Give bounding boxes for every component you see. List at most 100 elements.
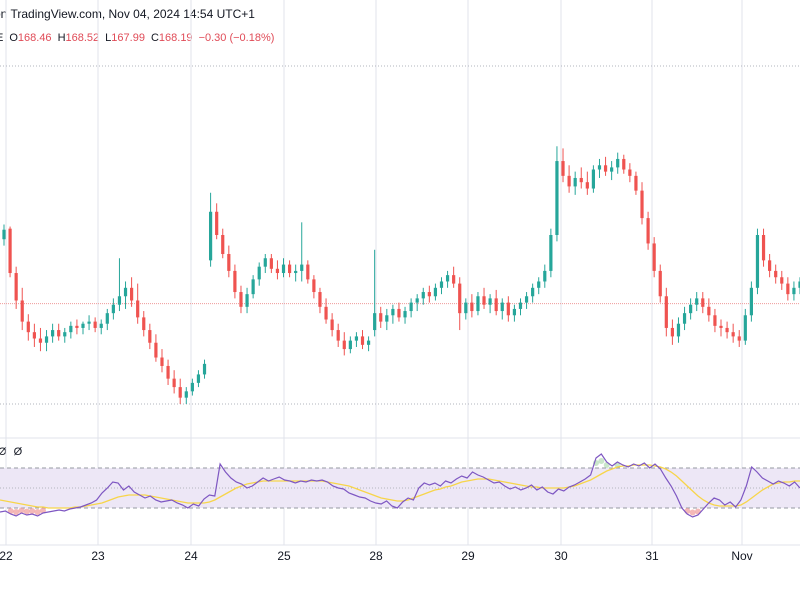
candle-body bbox=[506, 302, 510, 316]
candle-body bbox=[670, 327, 674, 337]
candle-body bbox=[731, 332, 735, 337]
candle-body bbox=[312, 279, 316, 293]
candle-body bbox=[202, 363, 207, 375]
candle-body bbox=[154, 342, 158, 358]
rsi-overbought-fill bbox=[598, 458, 605, 464]
candle-body bbox=[488, 298, 492, 305]
rsi-oversold-fill bbox=[23, 508, 30, 515]
candle-body bbox=[774, 270, 778, 278]
candle-body bbox=[646, 218, 650, 244]
candle-body bbox=[470, 302, 474, 312]
candle-body bbox=[482, 296, 486, 305]
rsi-oversold-fill bbox=[689, 509, 696, 516]
candle-body bbox=[433, 287, 438, 297]
ohlc-value: 168.46 bbox=[17, 32, 52, 44]
ohlc-label: O bbox=[9, 32, 18, 44]
candle-body bbox=[160, 357, 164, 366]
candle-body bbox=[348, 340, 352, 350]
rsi-line bbox=[0, 453, 800, 518]
candle-body bbox=[130, 287, 134, 301]
candle-body bbox=[537, 281, 541, 288]
candle-body bbox=[75, 325, 79, 328]
candle-body bbox=[634, 175, 638, 191]
ohlc-legend: EO168.46 H168.52 L167.99 C168.19 −0.30 (−0.1… bbox=[0, 32, 280, 44]
candle-body bbox=[342, 340, 346, 350]
candle-body bbox=[227, 254, 231, 271]
candle-body bbox=[111, 304, 115, 314]
candle-body bbox=[409, 302, 413, 312]
candle-body bbox=[743, 315, 747, 341]
candle-body bbox=[294, 270, 298, 274]
candle-body bbox=[695, 298, 699, 305]
candle-body bbox=[208, 211, 213, 261]
candle-body bbox=[379, 313, 383, 322]
candle-body bbox=[427, 292, 431, 297]
candle-body bbox=[69, 325, 73, 333]
candle-body bbox=[263, 258, 267, 267]
candle-body bbox=[524, 296, 529, 303]
candle-body bbox=[32, 332, 36, 339]
ohlc-value: 168.19 bbox=[158, 32, 193, 44]
candle-body bbox=[99, 323, 103, 328]
candle-body bbox=[445, 275, 450, 282]
candle-body bbox=[755, 235, 760, 288]
candle-body bbox=[306, 264, 310, 280]
x-tick-label: 31 bbox=[645, 549, 659, 563]
candle-body bbox=[597, 165, 602, 170]
x-tick-label: 23 bbox=[91, 549, 105, 563]
candle-body bbox=[719, 325, 723, 328]
candle-body bbox=[38, 338, 43, 343]
candle-body bbox=[549, 235, 553, 271]
candle-body bbox=[148, 330, 152, 343]
candle-body bbox=[439, 281, 444, 288]
candle-body bbox=[512, 308, 517, 316]
candle-body bbox=[531, 287, 535, 297]
candle-body bbox=[737, 336, 741, 341]
candle-body bbox=[403, 311, 407, 318]
x-tick-label: Nov bbox=[731, 549, 752, 563]
x-tick-label: 28 bbox=[369, 549, 383, 563]
candle-body bbox=[117, 296, 122, 305]
candle-body bbox=[518, 302, 523, 309]
candle-body bbox=[749, 287, 753, 316]
candle-body bbox=[190, 382, 194, 392]
candle-body bbox=[87, 321, 91, 324]
candle-body bbox=[20, 300, 24, 322]
candle-body bbox=[178, 387, 182, 398]
candle-body bbox=[761, 235, 766, 261]
candle-body bbox=[561, 161, 565, 176]
candle-body bbox=[142, 317, 146, 331]
x-tick-label: 29 bbox=[461, 549, 475, 563]
candle-body bbox=[360, 336, 365, 345]
ohlc-value: 168.52 bbox=[65, 32, 100, 44]
candle-body bbox=[336, 330, 340, 341]
candle-body bbox=[640, 190, 644, 219]
candle-body bbox=[628, 169, 632, 176]
candle-body bbox=[287, 264, 292, 274]
candle-body bbox=[166, 365, 170, 379]
candle-body bbox=[622, 158, 626, 170]
candle-body bbox=[330, 319, 334, 331]
candle-body bbox=[63, 332, 67, 337]
candle-body bbox=[44, 336, 49, 343]
candle-body bbox=[275, 268, 280, 274]
rsi-ma-line bbox=[0, 464, 800, 509]
candle-body bbox=[93, 321, 97, 328]
candle-body bbox=[543, 270, 547, 282]
rsi-oversold-fill bbox=[29, 508, 36, 514]
candle-body bbox=[123, 287, 128, 297]
candle-body bbox=[233, 270, 237, 293]
candle-body bbox=[269, 258, 273, 269]
candle-body bbox=[373, 313, 377, 331]
candle-body bbox=[464, 302, 468, 314]
ohlc-label: E bbox=[0, 32, 3, 44]
ohlc-label: C bbox=[150, 32, 159, 44]
candle-body bbox=[397, 308, 401, 318]
candle-body bbox=[51, 330, 55, 337]
candle-body bbox=[8, 228, 12, 274]
candle-body bbox=[603, 165, 608, 172]
candle-body bbox=[196, 374, 201, 383]
x-tick-label: 30 bbox=[554, 549, 568, 563]
rsi-oversold-fill bbox=[694, 508, 701, 515]
